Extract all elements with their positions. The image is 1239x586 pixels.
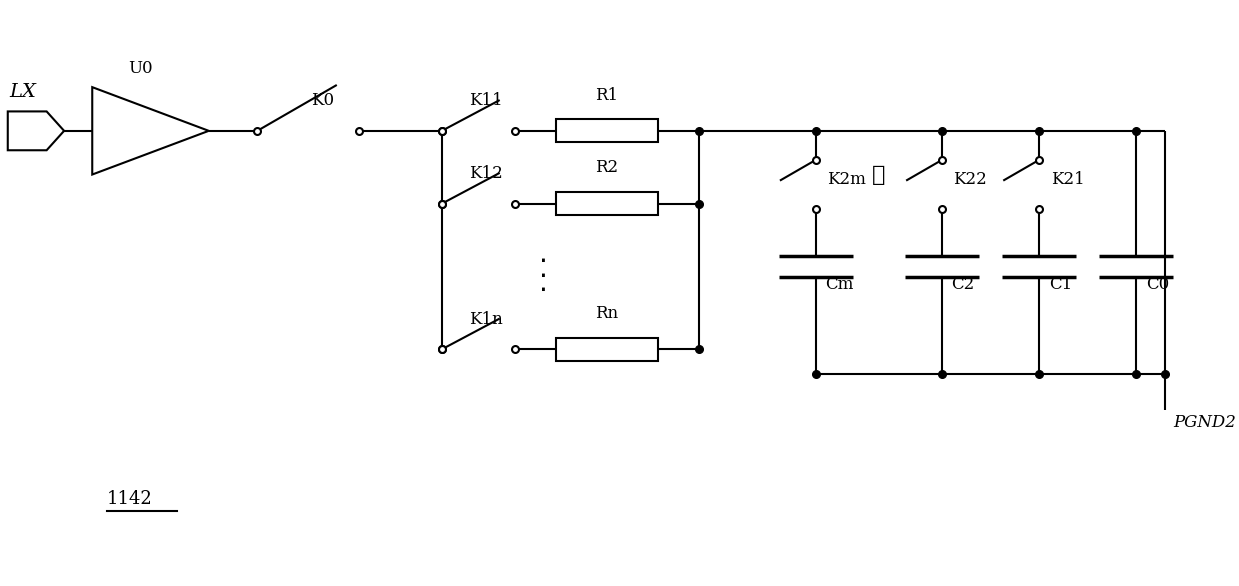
- Text: K12: K12: [470, 165, 503, 182]
- Bar: [556, 192, 658, 215]
- Text: K22: K22: [954, 171, 987, 188]
- Text: R2: R2: [595, 159, 618, 176]
- Text: C2: C2: [952, 276, 975, 293]
- Bar: [556, 338, 658, 361]
- Text: PGND2: PGND2: [1173, 414, 1235, 431]
- Text: R1: R1: [595, 87, 618, 104]
- Text: ⋯: ⋯: [872, 163, 886, 186]
- Text: K21: K21: [1051, 171, 1084, 188]
- Text: Cm: Cm: [825, 276, 854, 293]
- Text: K11: K11: [470, 93, 503, 110]
- Text: K0: K0: [311, 93, 335, 110]
- Text: Rn: Rn: [595, 305, 618, 322]
- Text: U0: U0: [129, 60, 154, 77]
- Bar: [556, 119, 658, 142]
- Text: 1142: 1142: [107, 489, 152, 507]
- Text: C1: C1: [1048, 276, 1072, 293]
- Text: ⋅: ⋅: [539, 248, 548, 276]
- Text: K2m: K2m: [828, 171, 866, 188]
- Text: ⋅: ⋅: [539, 263, 548, 291]
- Text: ⋅: ⋅: [539, 277, 548, 305]
- Text: C0: C0: [1146, 276, 1170, 293]
- Text: LX: LX: [10, 83, 37, 101]
- Text: K1n: K1n: [470, 311, 503, 328]
